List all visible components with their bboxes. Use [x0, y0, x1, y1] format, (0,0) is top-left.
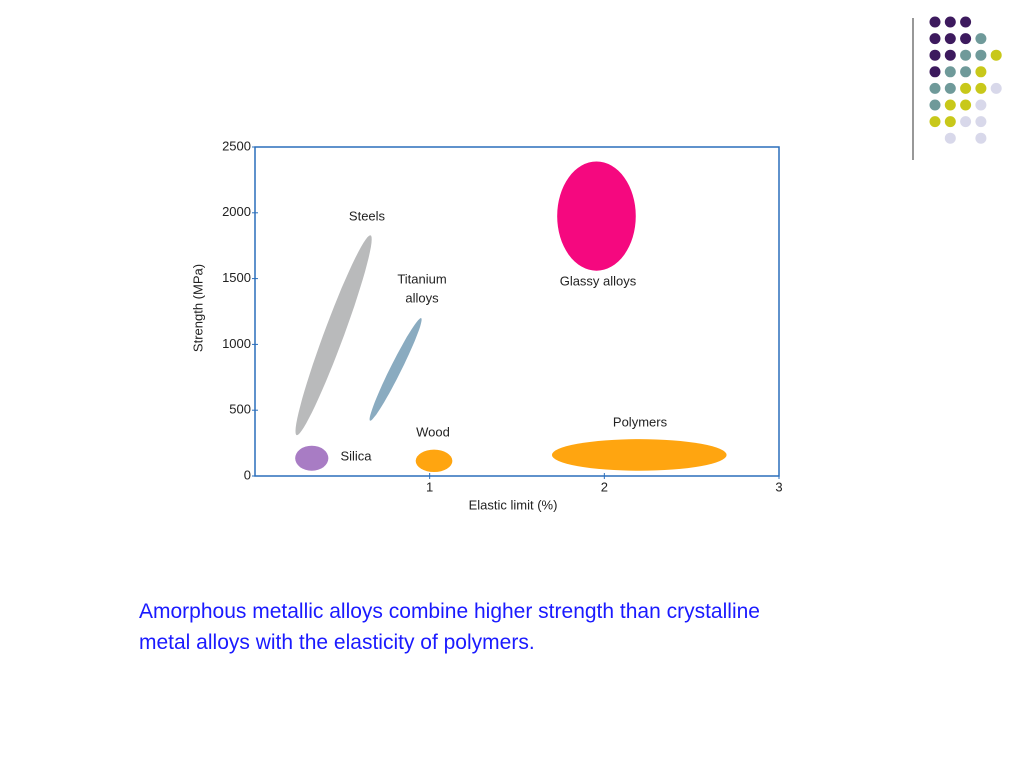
region: [295, 445, 329, 471]
decor-dot: [960, 116, 972, 128]
decor-dot: [990, 49, 1002, 61]
decor-dot: [929, 99, 941, 111]
decor-dot: [975, 82, 987, 94]
y-tick-label: 1000: [222, 336, 251, 351]
x-tick-label: 1: [426, 479, 433, 494]
region-label: Polymers: [613, 414, 668, 429]
decor-dot: [960, 16, 972, 28]
x-tick-label: 2: [601, 479, 608, 494]
caption-line: Amorphous metallic alloys combine higher…: [139, 600, 760, 623]
decor-dot: [929, 49, 941, 61]
region: [295, 235, 372, 436]
decor-dot: [960, 82, 972, 94]
decor-dot: [944, 33, 956, 45]
decor-dot: [975, 99, 987, 111]
decor-dot: [975, 116, 987, 128]
decor-dot: [929, 82, 941, 94]
decor-dot: [960, 49, 972, 61]
region: [369, 318, 422, 421]
decor-dot: [944, 66, 956, 78]
decor-dot: [960, 66, 972, 78]
decor-dot: [975, 132, 987, 144]
decor-dot: [944, 116, 956, 128]
decor-dot: [975, 33, 987, 45]
decor-dot: [929, 16, 941, 28]
y-tick-label: 2500: [222, 138, 251, 153]
y-tick-label: 0: [244, 467, 251, 482]
plot-frame: [254, 146, 780, 477]
region: [551, 439, 727, 471]
x-tick-label: 3: [775, 479, 782, 494]
decor-dot: [944, 49, 956, 61]
region-label: Steels: [349, 208, 386, 223]
decor-dot: [929, 66, 941, 78]
region-label: Silica: [340, 448, 372, 463]
x-axis-label: Elastic limit (%): [469, 497, 558, 512]
y-tick-label: 1500: [222, 270, 251, 285]
decor-dot: [944, 132, 956, 144]
region: [415, 449, 453, 473]
region-label: Glassy alloys: [560, 273, 637, 288]
decor-dot: [990, 82, 1002, 94]
decor-dot: [944, 16, 956, 28]
decor-dot: [929, 33, 941, 45]
decor-dot: [944, 99, 956, 111]
caption-line: metal alloys with the elasticity of poly…: [139, 631, 535, 654]
decor-dot: [929, 116, 941, 128]
y-tick-label: 500: [229, 402, 251, 417]
region-label: Titanium: [397, 271, 446, 286]
region-label: Wood: [416, 424, 450, 439]
decor-dot: [960, 99, 972, 111]
caption: Amorphous metallic alloys combine higher…: [139, 596, 760, 658]
y-tick-label: 2000: [222, 204, 251, 219]
decor-dot: [975, 66, 987, 78]
region-label: alloys: [405, 290, 439, 305]
decor-dot: [960, 33, 972, 45]
y-axis-label: Strength (MPa): [190, 264, 205, 352]
decor-dot: [944, 82, 956, 94]
decor-dots: [929, 16, 1002, 144]
decor-dot: [975, 49, 987, 61]
region: [557, 161, 636, 271]
